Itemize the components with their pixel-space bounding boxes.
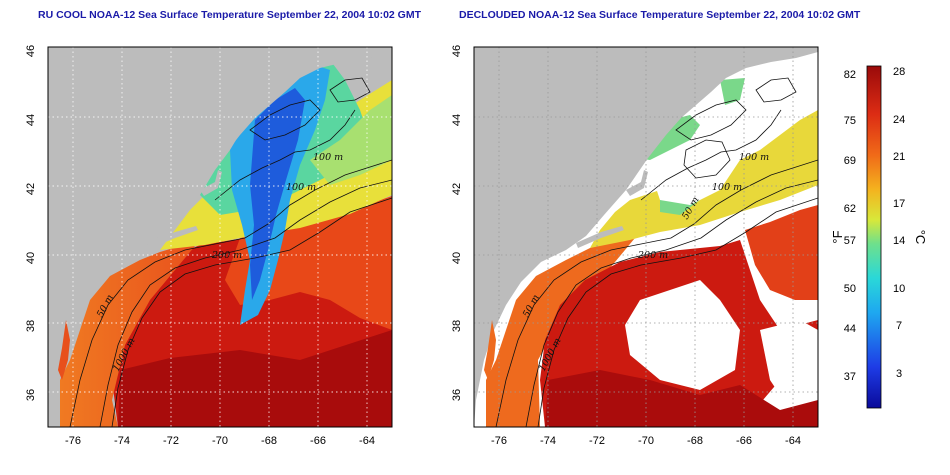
right-contour-200m [525, 179, 818, 427]
celsius-tick: 3 [896, 368, 902, 380]
celsius-tick: 24 [893, 114, 905, 126]
left-deep-red-zone [118, 330, 392, 427]
lon-tick-label: -70 [638, 435, 654, 447]
left-chesapeake [58, 320, 70, 380]
right-contour-inner [683, 139, 731, 179]
left-grid [48, 47, 392, 427]
celsius-tick: 17 [893, 198, 905, 210]
lat-tick-label: 38 [25, 320, 37, 332]
right-contour-georges [675, 99, 747, 141]
celsius-tick: 28 [893, 66, 905, 78]
right-contour-label: 200 m [637, 250, 668, 261]
fahrenheit-tick: 50 [844, 283, 856, 295]
lon-tick-label: -76 [65, 435, 81, 447]
right-lat-axis: 46 44 42 40 38 36 [451, 45, 463, 401]
right-contour-50m [495, 159, 818, 427]
fahrenheit-tick: 75 [844, 115, 856, 127]
lat-tick-label: 38 [451, 320, 463, 332]
right-cape-cod [626, 170, 648, 196]
right-cloud-gap [760, 320, 818, 410]
left-contour-nova [329, 77, 371, 103]
right-lon-axis: -76 -74 -72 -70 -68 -66 -64 [491, 435, 801, 447]
left-map: 100 m 100 m 200 m 50 m 1000 m 46 44 42 4… [25, 45, 393, 447]
lon-tick-label: -74 [540, 435, 556, 447]
lon-tick-label: -76 [491, 435, 507, 447]
right-contour-100m-gom [640, 109, 782, 201]
lat-tick-label: 40 [451, 252, 463, 264]
left-nova-scotia-water [310, 95, 392, 185]
lat-tick-label: 44 [25, 114, 37, 126]
left-contour-label: 100 m [286, 182, 316, 193]
right-shelf-water [486, 232, 640, 427]
right-east-warm [745, 205, 818, 300]
lon-tick-label: -68 [261, 435, 277, 447]
right-map: 100 m 100 m 50 m 200 m 50 m 1000 m 46 44… [451, 45, 819, 447]
celsius-tick: 14 [893, 235, 905, 247]
left-contour-georges [249, 99, 321, 141]
lon-tick-label: -64 [359, 435, 375, 447]
lon-tick-label: -66 [736, 435, 752, 447]
colorbar-celsius-ticks: 28 24 21 17 14 10 7 3 [893, 66, 905, 380]
left-map-frame [47, 46, 393, 428]
lat-tick-label: 44 [451, 114, 463, 126]
lat-tick-label: 40 [25, 252, 37, 264]
fahrenheit-tick: 82 [844, 69, 856, 81]
right-cloud-gap [625, 280, 740, 390]
lon-tick-label: -74 [114, 435, 130, 447]
right-contour-nova [755, 77, 797, 103]
fahrenheit-tick: 37 [844, 371, 856, 383]
left-contour-1000m [111, 197, 392, 427]
lon-tick-label: -68 [687, 435, 703, 447]
lon-tick-label: -66 [310, 435, 326, 447]
right-contour-label: 100 m [712, 182, 742, 193]
left-contour-50m [69, 159, 392, 427]
left-cape-cod [200, 170, 222, 196]
left-contour-200m [99, 179, 392, 427]
right-chesapeake [484, 320, 496, 380]
left-long-island [150, 226, 198, 248]
lat-tick-label: 42 [451, 183, 463, 195]
lon-tick-label: -70 [212, 435, 228, 447]
fahrenheit-tick: 44 [844, 323, 856, 335]
fahrenheit-tick: 62 [844, 203, 856, 215]
lon-tick-label: -72 [589, 435, 605, 447]
right-long-island [576, 226, 624, 248]
lon-tick-label: -64 [785, 435, 801, 447]
lat-tick-label: 36 [451, 389, 463, 401]
right-coastline-land [474, 47, 818, 427]
colorbar-gradient [866, 65, 882, 409]
right-map-title: DECLOUDED NOAA-12 Sea Surface Temperatur… [459, 9, 861, 21]
lat-tick-label: 42 [25, 183, 37, 195]
lat-tick-label: 46 [25, 45, 37, 57]
lat-tick-label: 36 [25, 389, 37, 401]
left-shelf-water [60, 240, 200, 427]
left-map-title: RU COOL NOAA-12 Sea Surface Temperature … [38, 9, 422, 21]
celsius-tick: 10 [893, 283, 905, 295]
colorbar-fahrenheit-ticks: 82 75 69 62 57 50 44 37 [844, 69, 856, 383]
fahrenheit-tick: 57 [844, 235, 856, 247]
right-contour-label: 100 m [739, 152, 769, 163]
right-deep-red-zone [545, 370, 818, 427]
right-grid [474, 47, 818, 427]
right-contour-1000m [537, 197, 818, 427]
left-coldest-water [250, 88, 305, 300]
celsius-tick: 21 [893, 151, 905, 163]
colorbar: 82 75 69 62 57 50 44 37 28 24 21 17 14 1… [830, 65, 928, 409]
left-contour-label: 100 m [313, 152, 343, 163]
lon-tick-label: -72 [163, 435, 179, 447]
lat-tick-label: 46 [451, 45, 463, 57]
left-contour-label: 200 m [211, 250, 242, 261]
celsius-tick: 7 [896, 320, 902, 332]
celsius-unit-label: °C [913, 230, 928, 245]
fahrenheit-tick: 69 [844, 155, 856, 167]
right-map-frame [473, 46, 819, 428]
left-contour-100m-gom [214, 109, 356, 201]
left-coastline-land [48, 47, 392, 427]
fahrenheit-unit-label: °F [830, 230, 845, 243]
left-lon-axis: -76 -74 -72 -70 -68 -66 -64 [65, 435, 375, 447]
left-lat-axis: 46 44 42 40 38 36 [25, 45, 37, 401]
